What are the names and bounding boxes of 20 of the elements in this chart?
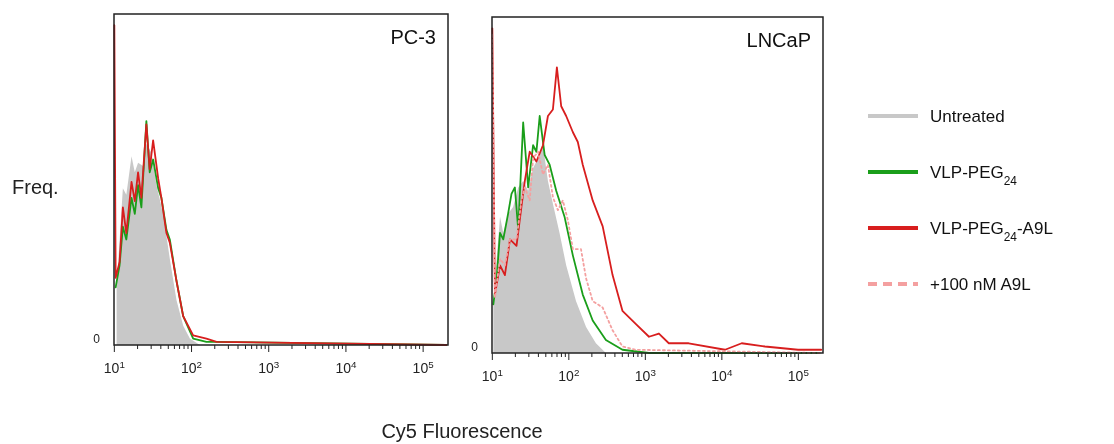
x-tick-label: 10$^{2}$: [181, 358, 203, 376]
chart-title: PC-3: [390, 26, 436, 48]
legend-label: VLP-PEG$_{24}$-A9L: [930, 219, 1053, 244]
x-tick-label: 10$^{4}$: [711, 366, 733, 384]
text: 0: [93, 332, 101, 346]
legend-label: +100 nM A9L: [930, 275, 1031, 294]
x-tick-label: 10$^{1}$: [103, 358, 125, 376]
x-axis-title: Cy5 Fluorescence: [381, 420, 543, 442]
legend-label: VLP-PEG$_{24}$: [930, 163, 1018, 188]
legend-label: Untreated: [930, 107, 1005, 126]
x-tick-label: 10$^{3}$: [258, 358, 280, 376]
y-axis-title: Freq.: [12, 176, 59, 198]
text: 0: [471, 340, 479, 354]
x-tick-label: 10$^{2}$: [558, 366, 580, 384]
x-tick-label: 10$^{5}$: [787, 366, 810, 384]
x-tick-label: 10$^{1}$: [481, 366, 503, 384]
x-tick-label: 10$^{3}$: [634, 366, 657, 384]
x-tick-label: 10$^{5}$: [412, 358, 435, 376]
chart-title: LNCaP: [746, 29, 811, 51]
x-tick-label: 10$^{4}$: [335, 358, 357, 376]
